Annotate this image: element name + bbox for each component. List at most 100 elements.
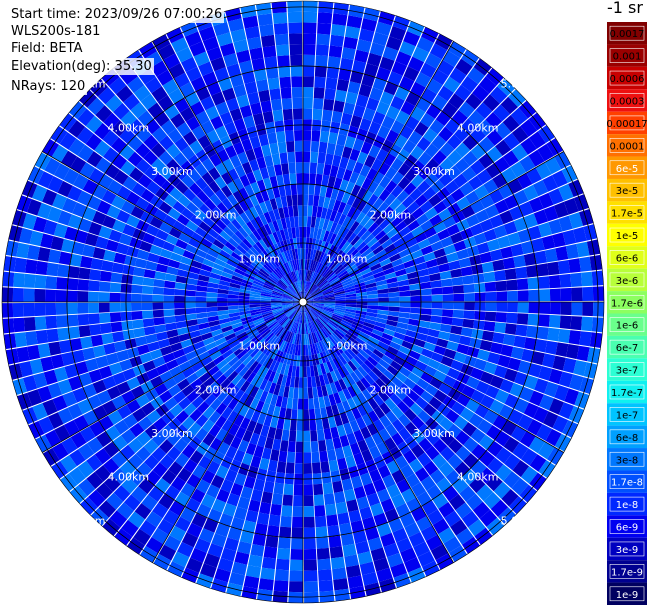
data-cell	[307, 376, 312, 388]
data-cell	[233, 203, 245, 215]
data-cell	[51, 144, 68, 163]
data-cell	[211, 223, 223, 235]
data-cell	[363, 251, 375, 261]
colorbar-label: 3e-9	[616, 545, 639, 556]
data-cell	[313, 303, 325, 306]
data-cell	[423, 403, 437, 417]
data-cell	[226, 259, 238, 268]
data-cell	[285, 320, 293, 330]
data-cell	[227, 168, 240, 181]
data-cell	[210, 350, 222, 361]
data-cell	[549, 288, 561, 302]
data-cell	[312, 320, 320, 331]
data-cell	[364, 359, 375, 371]
data-cell	[343, 282, 355, 289]
data-cell	[371, 226, 383, 237]
data-cell	[592, 286, 604, 301]
data-cell	[303, 205, 308, 217]
data-cell	[399, 302, 411, 308]
data-cell	[244, 342, 256, 353]
data-cell	[539, 289, 551, 302]
data-cell	[479, 450, 496, 467]
data-cell	[187, 271, 200, 280]
data-cell	[89, 269, 102, 281]
data-cell	[206, 306, 218, 313]
data-cell	[263, 264, 273, 274]
data-cell	[139, 240, 153, 253]
data-cell	[309, 333, 315, 344]
data-cell	[406, 271, 419, 280]
data-cell	[507, 290, 518, 302]
data-cell	[445, 409, 460, 424]
data-cell	[455, 142, 471, 158]
data-cell	[50, 236, 64, 251]
data-cell	[303, 33, 317, 45]
data-cell	[350, 371, 360, 383]
data-cell	[187, 168, 202, 183]
data-cell	[258, 133, 269, 147]
data-cell	[336, 402, 346, 415]
data-cell	[168, 461, 183, 476]
data-cell	[105, 352, 119, 366]
data-cell	[273, 310, 284, 317]
data-cell	[346, 246, 356, 257]
data-cell	[316, 537, 329, 549]
data-cell	[137, 174, 153, 189]
data-cell	[251, 282, 263, 289]
data-cell	[323, 290, 334, 296]
data-cell	[122, 223, 136, 237]
data-cell	[537, 125, 555, 143]
data-cell	[244, 383, 255, 396]
data-cell	[308, 310, 316, 320]
data-cell	[98, 292, 110, 302]
data-cell	[343, 488, 356, 502]
data-cell	[286, 141, 295, 153]
data-cell	[290, 284, 298, 294]
data-cell	[322, 339, 330, 350]
data-cell	[87, 97, 105, 115]
data-cell	[151, 432, 167, 447]
data-cell	[340, 533, 355, 547]
data-cell	[313, 304, 324, 308]
data-cell	[249, 246, 260, 257]
colorbar-swatch	[607, 470, 647, 493]
data-cell	[385, 180, 398, 194]
data-cell	[272, 308, 283, 314]
data-cell	[296, 312, 301, 323]
data-cell	[334, 414, 343, 427]
data-cell	[250, 288, 262, 294]
data-cell	[408, 130, 423, 145]
data-cell	[420, 390, 434, 403]
data-cell	[319, 329, 327, 340]
data-cell	[264, 437, 274, 450]
data-cell	[371, 329, 384, 337]
colorbar-label-box	[609, 339, 645, 355]
data-cell	[283, 483, 294, 496]
data-cell	[511, 126, 529, 144]
data-cell	[222, 349, 234, 359]
data-cell	[321, 385, 328, 397]
data-cell	[306, 270, 310, 281]
data-cell	[542, 411, 559, 428]
data-cell	[568, 258, 581, 273]
data-cell	[292, 398, 298, 410]
data-cell	[276, 254, 284, 265]
data-cell	[317, 558, 332, 571]
data-cell	[242, 340, 253, 350]
data-cell	[303, 248, 306, 260]
data-cell	[140, 93, 157, 110]
data-cell	[141, 402, 156, 416]
data-cell	[364, 582, 381, 597]
data-cell	[271, 271, 281, 281]
data-cell	[262, 356, 271, 368]
data-cell	[249, 159, 260, 172]
data-cell	[350, 475, 363, 489]
data-cell	[179, 82, 195, 98]
data-cell	[478, 136, 495, 153]
data-cell	[70, 431, 87, 449]
data-cell	[295, 366, 300, 378]
data-cell	[324, 88, 336, 101]
colorbar-swatch	[607, 492, 647, 516]
data-cell	[256, 272, 267, 281]
data-cell	[200, 263, 213, 273]
